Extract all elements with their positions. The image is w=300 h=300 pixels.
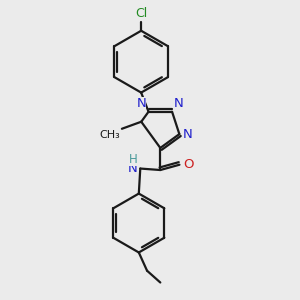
Text: N: N xyxy=(173,97,183,110)
Text: N: N xyxy=(136,97,146,110)
Text: Cl: Cl xyxy=(135,7,147,20)
Text: H: H xyxy=(129,153,137,166)
Text: O: O xyxy=(183,158,194,171)
Text: N: N xyxy=(128,162,137,175)
Text: CH₃: CH₃ xyxy=(100,130,120,140)
Text: N: N xyxy=(183,128,193,141)
